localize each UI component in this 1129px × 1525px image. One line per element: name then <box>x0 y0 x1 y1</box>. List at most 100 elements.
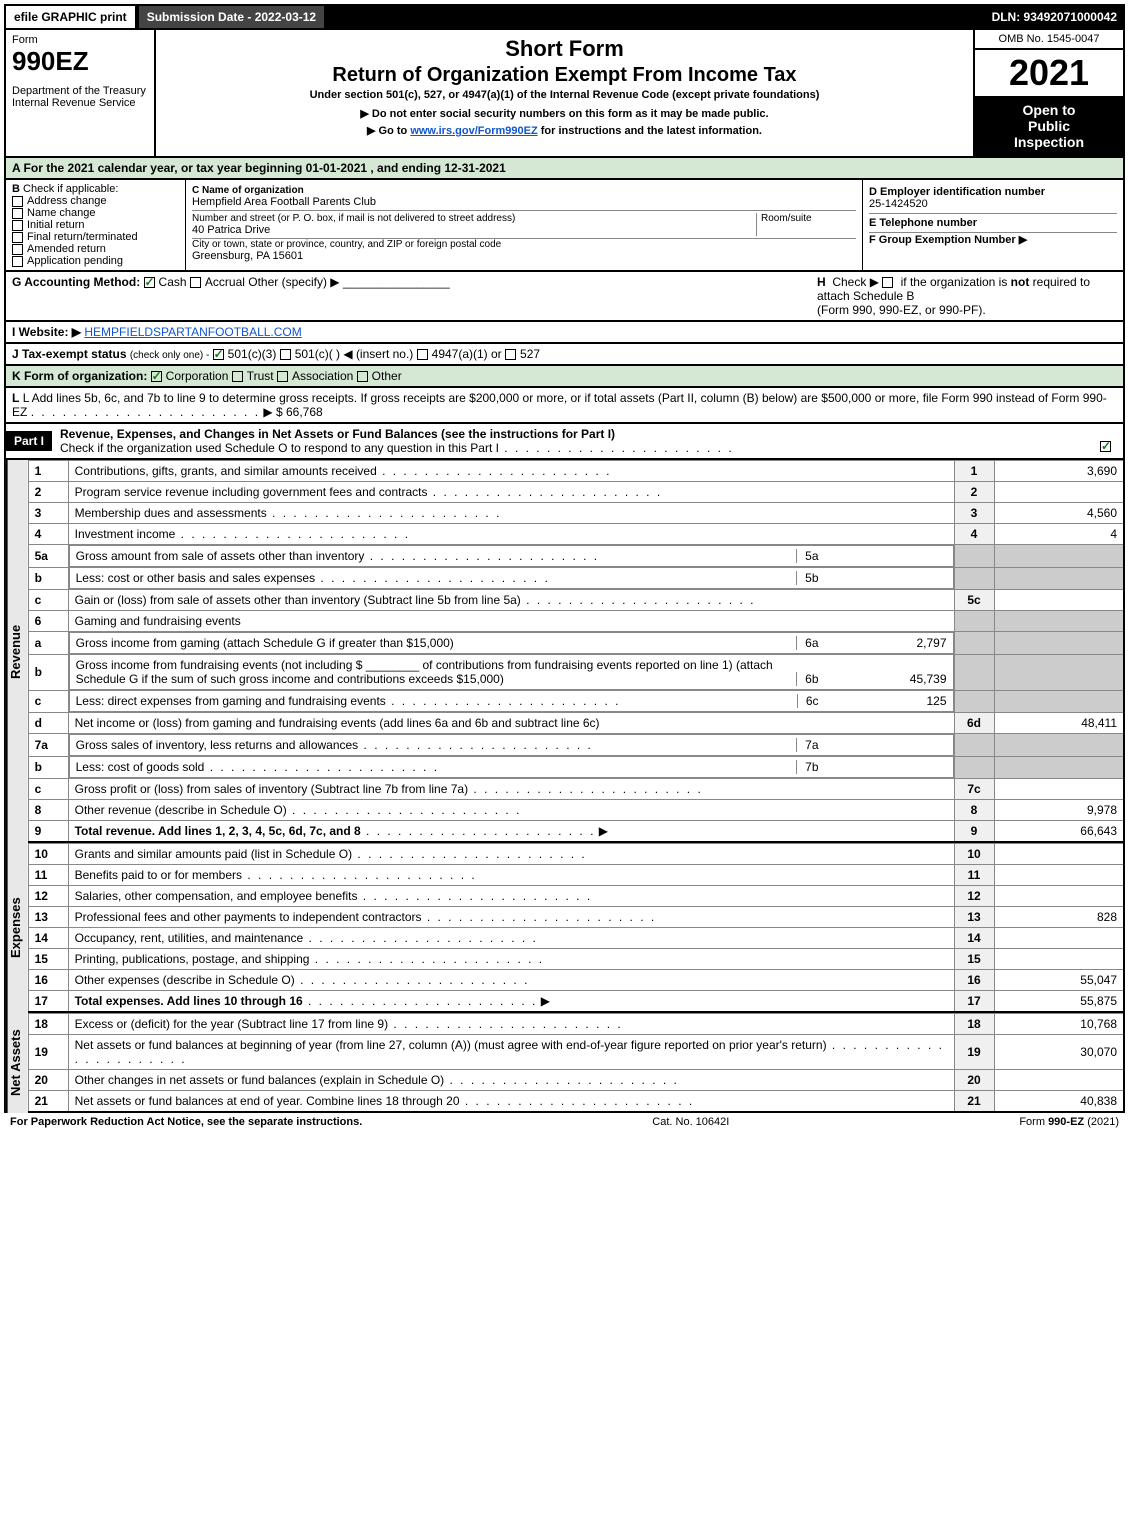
checkbox-4947[interactable] <box>417 349 428 360</box>
dln-label: DLN: 93492071000042 <box>984 6 1125 28</box>
checkbox-501c[interactable] <box>280 349 291 360</box>
expenses-side-label: Expenses <box>6 843 28 1013</box>
table-row: 7aGross sales of inventory, less returns… <box>28 734 1124 757</box>
table-row: cGain or (loss) from sale of assets othe… <box>28 590 1124 611</box>
section-gh: G Accounting Method: Cash Accrual Other … <box>4 272 1125 322</box>
ein-value: 25-1424520 <box>869 198 928 210</box>
form-version: Form 990-EZ (2021) <box>1019 1116 1119 1128</box>
page-footer: For Paperwork Reduction Act Notice, see … <box>4 1113 1125 1131</box>
section-bcd: B Check if applicable: Address change Na… <box>4 180 1125 272</box>
checkbox-schedule-b[interactable] <box>882 277 893 288</box>
table-row: cLess: direct expenses from gaming and f… <box>28 690 1124 713</box>
section-c: C Name of organization Hempfield Area Fo… <box>186 180 863 270</box>
checkbox-527[interactable] <box>505 349 516 360</box>
checkbox-other-org[interactable] <box>357 371 368 382</box>
form-word: Form <box>12 34 148 46</box>
table-row: 21Net assets or fund balances at end of … <box>28 1091 1124 1113</box>
table-row: bGross income from fundraising events (n… <box>28 654 1124 690</box>
header-right: OMB No. 1545-0047 2021 Open to Public In… <box>973 30 1123 156</box>
section-def: D Employer identification number 25-1424… <box>863 180 1123 270</box>
revenue-section: Revenue 1Contributions, gifts, grants, a… <box>4 460 1125 843</box>
submission-date: Submission Date - 2022-03-12 <box>137 4 326 30</box>
table-row: 9Total revenue. Add lines 1, 2, 3, 4, 5c… <box>28 821 1124 843</box>
section-l: L L Add lines 5b, 6c, and 7b to line 9 t… <box>4 388 1125 424</box>
form-number: 990EZ <box>12 46 148 77</box>
netassets-section: Net Assets 18Excess or (deficit) for the… <box>4 1013 1125 1113</box>
org-name: Hempfield Area Football Parents Club <box>192 196 856 208</box>
checkbox-amended-return[interactable] <box>12 244 23 255</box>
paperwork-notice: For Paperwork Reduction Act Notice, see … <box>10 1116 362 1128</box>
subtitle: Under section 501(c), 527, or 4947(a)(1)… <box>164 89 965 101</box>
section-b: B Check if applicable: Address change Na… <box>6 180 186 270</box>
table-row: bLess: cost or other basis and sales exp… <box>28 567 1124 590</box>
table-row: 19Net assets or fund balances at beginni… <box>28 1035 1124 1070</box>
table-row: 15Printing, publications, postage, and s… <box>28 949 1124 970</box>
part1-label: Part I <box>6 431 52 451</box>
table-row: cGross profit or (loss) from sales of in… <box>28 779 1124 800</box>
revenue-side-label: Revenue <box>6 460 28 843</box>
gross-receipts: $ 66,768 <box>276 405 323 419</box>
header-mid: Short Form Return of Organization Exempt… <box>156 30 973 156</box>
section-i: I Website: ▶ HEMPFIELDSPARTANFOOTBALL.CO… <box>4 322 1125 344</box>
checkbox-association[interactable] <box>277 371 288 382</box>
table-row: 10Grants and similar amounts paid (list … <box>28 844 1124 865</box>
table-row: 8Other revenue (describe in Schedule O)8… <box>28 800 1124 821</box>
checkbox-accrual[interactable] <box>190 277 201 288</box>
checkbox-schedule-o[interactable] <box>1100 441 1111 452</box>
table-row: 14Occupancy, rent, utilities, and mainte… <box>28 928 1124 949</box>
street-address: 40 Patrica Drive <box>192 224 756 236</box>
website-link[interactable]: HEMPFIELDSPARTANFOOTBALL.COM <box>84 325 301 339</box>
main-title: Return of Organization Exempt From Incom… <box>164 64 965 87</box>
section-j: J Tax-exempt status (check only one) - 5… <box>4 344 1125 366</box>
section-g: G Accounting Method: Cash Accrual Other … <box>12 275 817 317</box>
form-header: Form 990EZ Department of the Treasury In… <box>4 30 1125 158</box>
dept-label: Department of the Treasury <box>12 85 148 97</box>
efile-label: efile GRAPHIC print <box>4 4 137 30</box>
checkbox-address-change[interactable] <box>12 196 23 207</box>
part1-header-row: Part I Revenue, Expenses, and Changes in… <box>4 424 1125 460</box>
irs-link[interactable]: www.irs.gov/Form990EZ <box>410 125 537 137</box>
short-form-title: Short Form <box>164 36 965 62</box>
checkbox-name-change[interactable] <box>12 208 23 219</box>
revenue-table: 1Contributions, gifts, grants, and simil… <box>28 460 1125 843</box>
table-row: 1Contributions, gifts, grants, and simil… <box>28 461 1124 482</box>
table-row: 3Membership dues and assessments34,560 <box>28 503 1124 524</box>
open-inspection-box: Open to Public Inspection <box>975 96 1123 156</box>
ssn-note: ▶ Do not enter social security numbers o… <box>164 107 965 120</box>
catalog-number: Cat. No. 10642I <box>652 1116 729 1128</box>
checkbox-application-pending[interactable] <box>12 256 23 267</box>
expenses-table: 10Grants and similar amounts paid (list … <box>28 843 1125 1013</box>
table-row: aGross income from gaming (attach Schedu… <box>28 632 1124 655</box>
checkbox-501c3[interactable] <box>213 349 224 360</box>
header-left: Form 990EZ Department of the Treasury In… <box>6 30 156 156</box>
irs-label: Internal Revenue Service <box>12 97 148 109</box>
netassets-side-label: Net Assets <box>6 1013 28 1113</box>
expenses-section: Expenses 10Grants and similar amounts pa… <box>4 843 1125 1013</box>
table-row: 18Excess or (deficit) for the year (Subt… <box>28 1014 1124 1035</box>
table-row: 11Benefits paid to or for members11 <box>28 865 1124 886</box>
netassets-table: 18Excess or (deficit) for the year (Subt… <box>28 1013 1125 1113</box>
table-row: 6Gaming and fundraising events <box>28 611 1124 632</box>
checkbox-cash[interactable] <box>144 277 155 288</box>
section-k: K Form of organization: Corporation Trus… <box>4 366 1125 388</box>
section-h: H Check ▶ if the organization is not req… <box>817 275 1117 317</box>
table-row: 13Professional fees and other payments t… <box>28 907 1124 928</box>
checkbox-initial-return[interactable] <box>12 220 23 231</box>
table-row: 4Investment income44 <box>28 524 1124 545</box>
city-state-zip: Greensburg, PA 15601 <box>192 250 856 262</box>
table-row: 20Other changes in net assets or fund ba… <box>28 1070 1124 1091</box>
table-row: 16Other expenses (describe in Schedule O… <box>28 970 1124 991</box>
omb-number: OMB No. 1545-0047 <box>975 30 1123 50</box>
table-row: 5aGross amount from sale of assets other… <box>28 545 1124 568</box>
checkbox-corporation[interactable] <box>151 371 162 382</box>
table-row: 2Program service revenue including gover… <box>28 482 1124 503</box>
table-row: 17Total expenses. Add lines 10 through 1… <box>28 991 1124 1013</box>
table-row: dNet income or (loss) from gaming and fu… <box>28 713 1124 734</box>
tax-year: 2021 <box>975 50 1123 96</box>
goto-note: ▶ Go to www.irs.gov/Form990EZ for instru… <box>164 124 965 137</box>
checkbox-trust[interactable] <box>232 371 243 382</box>
table-row: 12Salaries, other compensation, and empl… <box>28 886 1124 907</box>
top-bar: efile GRAPHIC print Submission Date - 20… <box>4 4 1125 30</box>
checkbox-final-return[interactable] <box>12 232 23 243</box>
section-a: A For the 2021 calendar year, or tax yea… <box>4 158 1125 180</box>
